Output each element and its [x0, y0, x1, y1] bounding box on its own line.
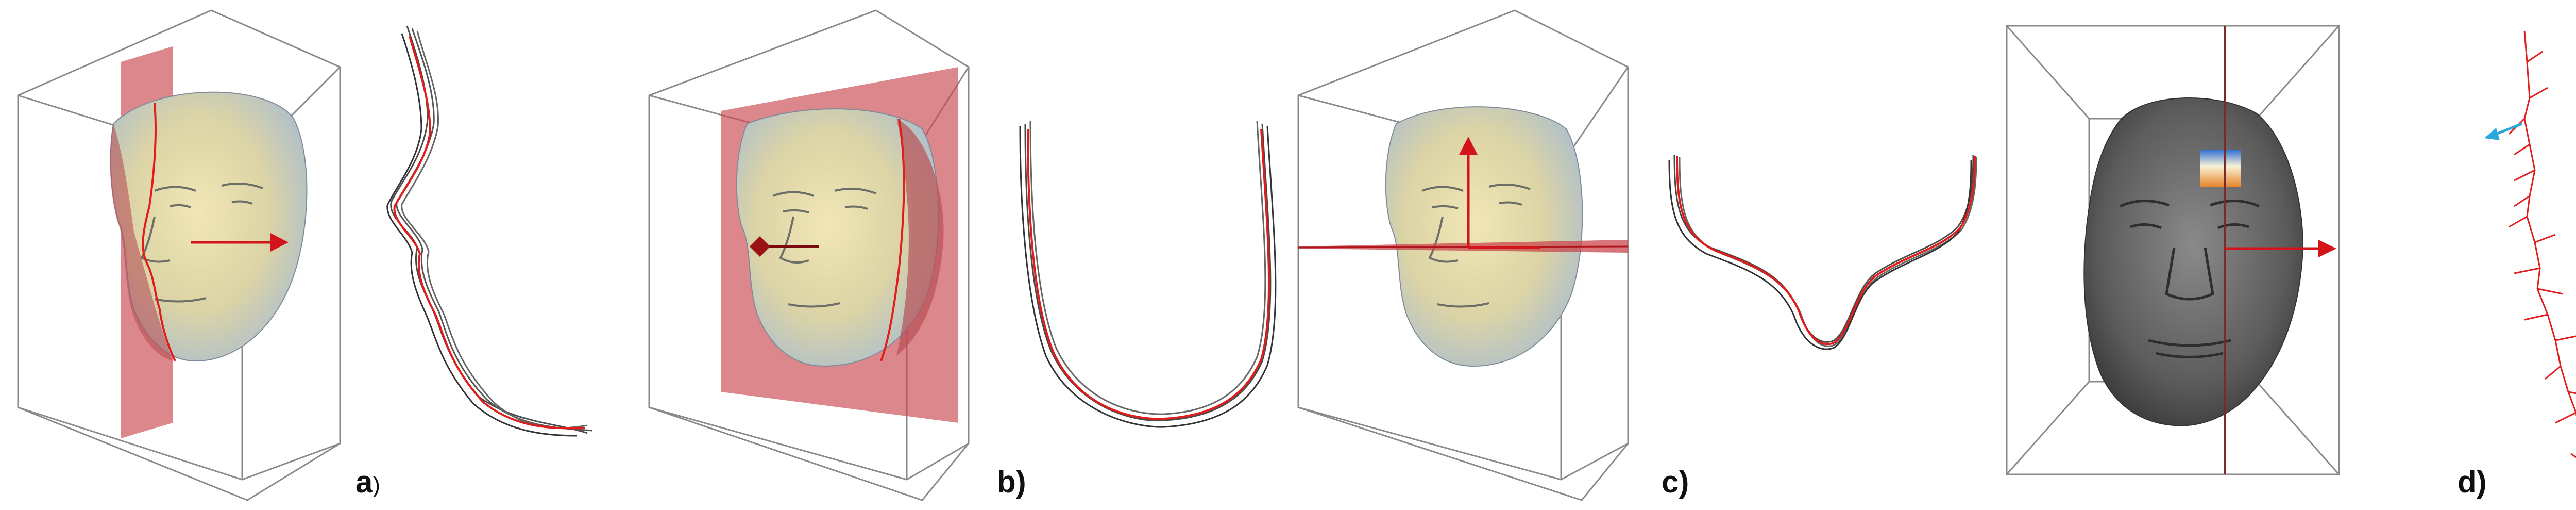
facial-features-c [1421, 184, 1531, 308]
profile-curves-c [1668, 154, 1977, 350]
axial-plane-edge-c [1298, 245, 1629, 249]
panel-label-d: d) [2458, 465, 2487, 499]
axis-arrow-d [2225, 240, 2336, 257]
cyan-vector-d [2484, 122, 2522, 140]
facial-features-b [772, 188, 876, 308]
face-model-c [1385, 106, 1583, 367]
displacement-profile-d [2508, 30, 2576, 458]
face-profile-line-a [142, 103, 176, 361]
forehead-patch-d [2200, 150, 2241, 187]
panel-a: a) [17, 9, 593, 501]
axis-arrow-vertical-c [1459, 137, 1478, 248]
panel-label-a: a) [355, 465, 380, 499]
face-shadow-a [110, 124, 173, 361]
profile-curves-a [386, 25, 593, 437]
panel-label-b: b) [997, 465, 1026, 499]
profile-curves-b [1019, 121, 1277, 428]
face-profile-line-b [880, 118, 905, 361]
panel-b: b) [648, 9, 1277, 501]
gray-face-model-d [2083, 97, 2304, 426]
axis-arrow-a [191, 233, 289, 252]
panel-label-c: c) [1662, 465, 1689, 499]
face-model-b [736, 108, 939, 367]
panel-c: c) [1297, 9, 1977, 501]
axis-arrow-b [750, 236, 819, 257]
face-shadow-b [896, 119, 944, 356]
facial-features-d [2119, 200, 2260, 358]
facial-features-a [140, 183, 263, 303]
panel-d: d) [2006, 25, 2576, 499]
